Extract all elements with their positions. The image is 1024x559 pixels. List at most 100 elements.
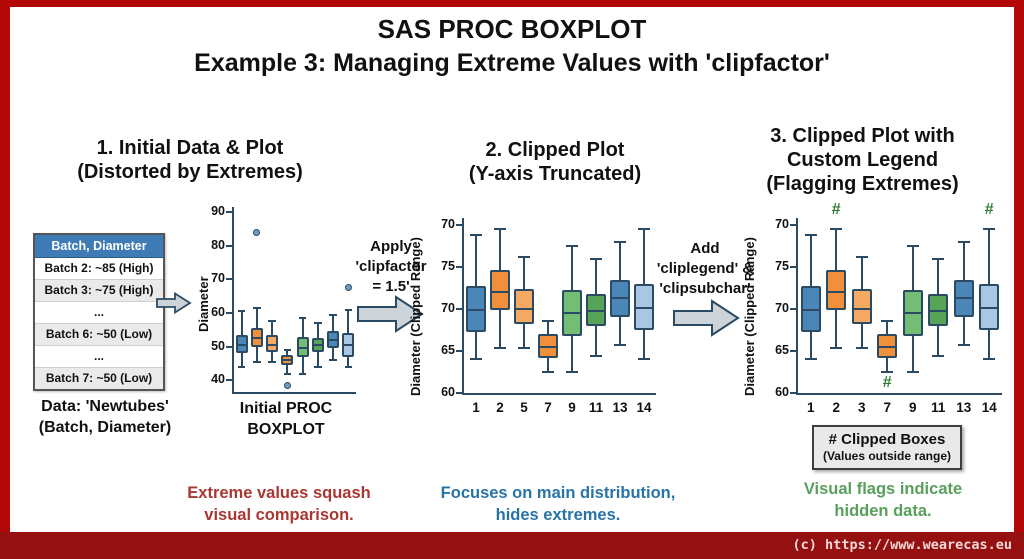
y-tick-label: 70 <box>441 300 455 315</box>
x-tick-label: 3 <box>857 400 866 415</box>
y-tick-mark <box>226 211 233 214</box>
title-line-1: SAS PROC BOXPLOT <box>377 14 647 44</box>
whisker-cap <box>983 227 996 230</box>
panel3-heading-line1: 3. Clipped Plot with <box>770 125 955 147</box>
whisker-cap <box>638 227 650 230</box>
x-tick-label: 7 <box>544 400 552 415</box>
whisker-cap <box>494 227 506 230</box>
y-tick-label: 50 <box>211 338 225 353</box>
batch-data-table: Batch, Diameter Batch 2: ~85 (High) Batc… <box>33 233 165 391</box>
whisker-cap <box>614 344 626 347</box>
panel1-note-line1: Extreme values squash <box>187 484 371 502</box>
whisker-cap <box>329 359 337 362</box>
whisker-cap <box>804 233 817 236</box>
clipped-boxplot: 70 75 70 65 60 1 2 5 7 9 11 13 14 Diameter (Clipped … <box>408 210 658 425</box>
median-line <box>826 291 847 294</box>
arrow2-line3: 'clipsubchar' <box>659 280 751 297</box>
panel1-note: Extreme values squash visual comparison. <box>148 482 410 526</box>
y-tick-mark <box>226 278 233 281</box>
table-row: ... <box>35 346 163 368</box>
outlier-dot <box>283 381 291 389</box>
whisker-cap <box>518 346 530 349</box>
table-to-plot-arrow-icon <box>156 291 192 315</box>
whisker-cap <box>494 346 506 349</box>
whisker-cap <box>957 240 970 243</box>
y-tick-label: 60 <box>441 385 455 399</box>
y-tick-mark <box>226 379 233 382</box>
x-tick-label: 2 <box>832 400 840 415</box>
x-tick-label: 14 <box>981 400 997 415</box>
whisker-cap <box>906 244 919 247</box>
whisker-cap <box>253 306 261 309</box>
whisker-cap <box>830 346 843 349</box>
whisker-cap <box>614 240 626 243</box>
panel3-heading-line2: Custom Legend <box>786 149 939 171</box>
plot1-caption-line1: Initial PROC <box>239 400 333 417</box>
plot2-area: 70 75 70 65 60 1 2 5 7 9 11 13 14 <box>441 217 656 415</box>
table-row: Batch 2: ~85 (High) <box>35 258 163 280</box>
whisker-cap <box>237 365 246 368</box>
whisker-cap <box>542 370 554 373</box>
clip-flag: # <box>984 201 994 218</box>
median-line <box>800 308 821 311</box>
bottom-border-band <box>0 532 1024 559</box>
median-line <box>851 307 872 310</box>
whisker-cap <box>314 322 322 325</box>
whisker-cap <box>298 372 307 375</box>
panel2-note-line1: Focuses on main distribution, <box>440 484 676 502</box>
title-line-2: Example 3: Managing Extreme Values with … <box>194 49 830 77</box>
legend-line1: # Clipped Boxes <box>828 431 946 448</box>
box <box>490 270 510 310</box>
whisker-cap <box>268 360 276 363</box>
panel2-note: Focuses on main distribution, hides extr… <box>418 482 698 526</box>
median-line <box>979 307 1000 310</box>
x-tick-label: 2 <box>496 400 504 415</box>
y-tick-mark <box>456 349 463 352</box>
whisker-cap <box>638 358 650 361</box>
whisker-cap <box>283 372 292 375</box>
y-tick-label: 70 <box>211 271 225 286</box>
clip-flag: # <box>831 201 841 218</box>
panel3-heading-line3: (Flagging Extremes) <box>766 173 959 195</box>
panel2-heading: 2. Clipped Plot (Y-axis Truncated) <box>395 138 715 186</box>
y-tick-label: 70 <box>775 300 789 315</box>
whisker-cap <box>329 313 337 316</box>
median-line <box>953 296 974 299</box>
y-axis-label: Diameter <box>196 276 211 332</box>
pan2-note-line2: hides extremes. <box>495 506 621 524</box>
whisker-cap <box>298 317 307 319</box>
panel1-heading-line1: 1. Initial Data & Plot <box>96 137 284 159</box>
median-line <box>562 312 582 315</box>
y-tick-label: 90 <box>211 204 225 219</box>
panel1-note-line2: visual comparison. <box>204 506 354 524</box>
arrow1-line2: 'clipfactor <box>355 258 427 275</box>
x-tick-label: 11 <box>931 400 946 415</box>
outlier-dot <box>344 284 352 292</box>
median-line <box>281 359 294 362</box>
median-line <box>902 312 923 315</box>
arrow1-line1: Apply <box>370 238 412 255</box>
panel1-heading-line2: (Distorted by Extremes) <box>77 161 303 183</box>
y-tick-mark <box>456 307 463 310</box>
box <box>266 334 279 352</box>
y-tick-mark <box>226 244 233 247</box>
box <box>826 270 847 310</box>
median-line <box>586 309 606 312</box>
median-line <box>311 343 324 346</box>
median-line <box>634 307 654 310</box>
clipped-boxes-legend: # Clipped Boxes (Values outside range) <box>812 425 962 470</box>
whisker-cap <box>470 233 482 236</box>
clip-flag: # <box>882 374 892 391</box>
arrow2-line1: Add <box>690 240 720 257</box>
whisker-cap <box>314 365 322 368</box>
arrow1-line3: = 1.5' <box>372 278 410 295</box>
whisker-cap <box>344 308 353 311</box>
data-caption-line1: Data: 'Newtubes' <box>41 398 169 415</box>
panel3-note-line1: Visual flags indicate <box>803 480 963 498</box>
legend-line2: (Values outside range) <box>822 449 952 463</box>
x-tick-label: 14 <box>636 400 652 415</box>
y-tick-mark <box>456 265 463 268</box>
whisker-cap <box>344 365 353 368</box>
y-tick-label: 40 <box>211 372 225 387</box>
whisker-cap <box>855 255 868 258</box>
